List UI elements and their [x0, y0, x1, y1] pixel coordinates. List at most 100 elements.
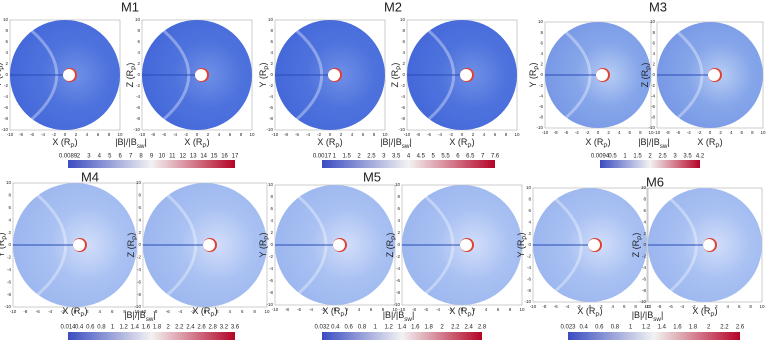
colorbar-label-part: |B|/|B: [115, 137, 137, 147]
y-axis-label-part: P: [646, 66, 653, 70]
colorbar-tick-label: 7: [481, 154, 485, 160]
y-tick-label: 0: [138, 242, 141, 247]
x-tick-label: -6: [427, 132, 431, 137]
y-axis-label: Z (RP): [126, 233, 139, 258]
y-tick-label: 10: [395, 182, 401, 187]
x-tick-label: -6: [424, 307, 428, 312]
y-tick-label: 4: [138, 217, 141, 222]
y-tick-label: 6: [5, 39, 8, 44]
colorbar-label-part: |B|/|B: [632, 310, 654, 320]
y-tick-label: 6: [528, 208, 531, 213]
colorbar-tick-label: 7.6: [491, 154, 500, 160]
colorbar-label-part: sw: [653, 316, 661, 323]
colorbar-label-part: sw: [137, 143, 145, 150]
y-tick-label: 6: [137, 39, 140, 44]
y-axis-label-part: ): [390, 63, 400, 66]
y-tick-label: 4: [652, 51, 655, 56]
x-tick-label: 0: [204, 309, 207, 314]
y-axis-label: Y (RP): [528, 62, 541, 87]
y-tick-label: -8: [269, 290, 273, 295]
colorbar-tick-label: 1.2: [119, 325, 128, 331]
planet: [195, 69, 207, 81]
x-tick-label: 0: [704, 304, 707, 309]
y-tick-label: 8: [8, 193, 11, 198]
planet: [460, 239, 472, 251]
x-tick-label: 4: [483, 132, 486, 137]
x-axis-label: X (RP): [52, 137, 77, 150]
y-axis-label-part: Y (R: [258, 69, 268, 87]
panel-title: M3: [649, 0, 667, 14]
x-tick-label: -4: [48, 309, 52, 314]
y-tick-label: 0: [5, 72, 8, 77]
y-tick-label: -10: [266, 302, 273, 307]
colorbar-tick-label: 1.2: [384, 325, 393, 331]
y-tick-label: 10: [3, 17, 9, 22]
x-tick-label: 4: [218, 132, 221, 137]
planet: [328, 69, 340, 81]
y-tick-label: 10: [641, 185, 647, 190]
y-tick-label: -8: [7, 292, 11, 297]
x-tick-label: 2: [216, 309, 219, 314]
y-axis-label-part: Z (R: [126, 239, 136, 257]
y-tick-label: -6: [539, 104, 543, 109]
x-axis-label-part: ): [472, 137, 475, 147]
x-tick-label: -6: [36, 309, 40, 314]
colorbar-label-part: |: [412, 310, 414, 320]
x-tick-label: 8: [253, 309, 256, 314]
y-tick-label: -6: [401, 105, 405, 110]
x-tick-label: -6: [669, 304, 673, 309]
colorbar-tick-label: 1.8: [153, 325, 162, 331]
y-tick-label: 8: [402, 28, 405, 33]
y-tick-label: 4: [643, 219, 646, 224]
y-axis-label-part: ): [631, 233, 641, 236]
x-axis-label: X (RP): [322, 306, 347, 319]
y-tick-label: -6: [136, 105, 140, 110]
x-axis-label-part: X (R: [317, 137, 336, 147]
colorbar-tick-label: 4.5: [417, 154, 426, 160]
x-axis-label-part: X (R: [62, 306, 81, 316]
y-tick-label: -2: [4, 83, 8, 88]
x-tick-label: -6: [295, 132, 299, 137]
x-tick-label: 2: [340, 132, 343, 137]
x-tick-label: 10: [648, 130, 654, 135]
x-tick-label: 0: [334, 307, 337, 312]
x-axis-label: X (RP): [449, 306, 474, 319]
x-axis-label: X (RP): [192, 306, 217, 319]
y-tick-label: 6: [397, 206, 400, 211]
x-tick-label: -10: [530, 304, 537, 309]
x-tick-label: -10: [272, 132, 279, 137]
x-tick-label: -10: [272, 307, 279, 312]
y-tick-label: 2: [270, 230, 273, 235]
x-tick-label: 8: [634, 304, 637, 309]
colorbar-tick-label: 1: [629, 325, 633, 331]
y-tick-label: -10: [4, 304, 11, 309]
colorbar: [322, 160, 495, 168]
y-tick-label: 10: [538, 19, 544, 24]
x-tick-label: 8: [373, 132, 376, 137]
planet: [708, 69, 720, 81]
y-axis-label-part: P: [2, 235, 9, 239]
colorbar-tick-label: 3.6: [231, 325, 240, 331]
y-axis-label-part: ): [528, 62, 538, 65]
y-tick-label: 6: [643, 208, 646, 213]
colorbar-tick-label: 2.2: [720, 325, 729, 331]
y-axis-label-part: ): [0, 62, 3, 65]
x-tick-label: 4: [485, 307, 488, 312]
x-tick-label: 10: [382, 132, 388, 137]
y-tick-label: 6: [652, 40, 655, 45]
x-tick-label: 6: [97, 132, 100, 137]
colorbar-tick-label: 4: [407, 154, 411, 160]
x-tick-label: -10: [10, 309, 17, 314]
y-tick-label: -10: [648, 125, 655, 130]
x-tick-label: -8: [19, 132, 23, 137]
y-tick-label: 0: [643, 242, 646, 247]
x-tick-label: -6: [30, 132, 34, 137]
colorbar-label: |B|/|Bsw|: [638, 137, 670, 150]
y-tick-label: 0: [402, 72, 405, 77]
y-tick-label: -2: [269, 83, 273, 88]
x-axis-label-part: ): [85, 306, 88, 316]
x-axis-label: X (RP): [317, 137, 342, 150]
x-tick-label: 8: [639, 130, 642, 135]
x-tick-label: -4: [173, 132, 177, 137]
x-axis-label-part: X (R: [449, 137, 468, 147]
